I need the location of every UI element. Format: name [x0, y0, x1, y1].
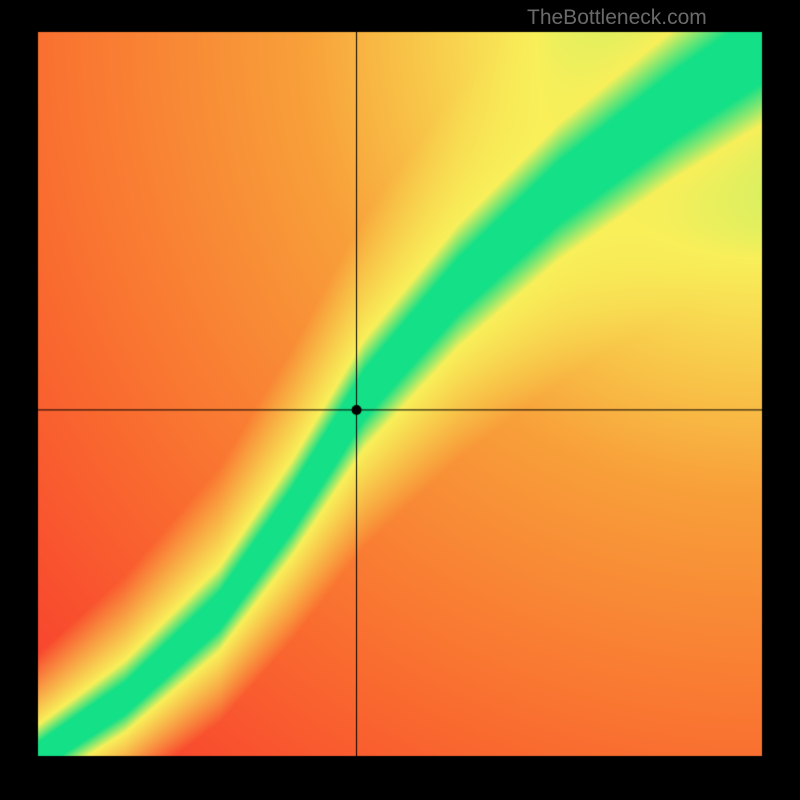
watermark-text: TheBottleneck.com	[527, 6, 707, 30]
chart-container: { "watermark": { "text": "TheBottleneck.…	[0, 0, 800, 800]
heatmap-canvas	[0, 0, 800, 800]
